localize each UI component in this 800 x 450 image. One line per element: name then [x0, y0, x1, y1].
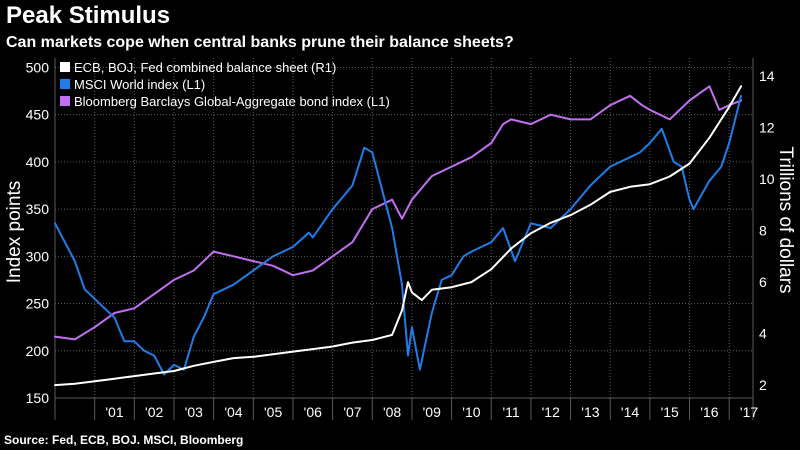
- legend-item-balance-sheet: ECB, BOJ, Fed combined balance sheet (R1…: [74, 60, 336, 75]
- left-tick-label: 300: [26, 248, 50, 264]
- x-tick-label: '06: [304, 404, 322, 420]
- right-tick-label: 8: [759, 223, 767, 239]
- left-tick-label: 400: [26, 154, 50, 170]
- legend-item-msci-world-swatch: [60, 79, 70, 89]
- x-tick-label: '15: [661, 404, 679, 420]
- legend-item-msci-world: MSCI World index (L1): [74, 77, 205, 92]
- right-tick-label: 12: [759, 120, 775, 136]
- left-axis-label: Index points: [4, 181, 25, 283]
- chart-subtitle: Can markets cope when central banks prun…: [6, 34, 514, 51]
- bond-index-line: [54, 85, 743, 341]
- x-tick-label: '12: [542, 404, 560, 420]
- left-tick-label: 450: [26, 107, 50, 123]
- right-tick-label: 6: [759, 274, 767, 290]
- x-tick-label: '17: [740, 404, 758, 420]
- left-tick-label: 150: [26, 390, 50, 406]
- series-lines: [54, 85, 743, 387]
- x-tick-label: '14: [621, 404, 639, 420]
- right-tick-label: 4: [759, 326, 767, 342]
- x-tick-label: '07: [343, 404, 361, 420]
- balance-sheet-line: [54, 85, 743, 387]
- x-tick-label: '16: [700, 404, 718, 420]
- left-tick-label: 500: [26, 59, 50, 75]
- right-axis-ticks: 2 4 6 8 10 12 14: [759, 68, 775, 393]
- right-axis-label: Trillions of dollars: [775, 146, 796, 293]
- chart-title: Peak Stimulus: [6, 2, 171, 29]
- x-tick-label: '09: [423, 404, 441, 420]
- left-tick-label: 200: [26, 343, 50, 359]
- x-tick-label: '04: [224, 404, 242, 420]
- right-tick-label: 14: [759, 68, 775, 84]
- x-tick-label: '10: [462, 404, 480, 420]
- legend: ECB, BOJ, Fed combined balance sheet (R1…: [60, 60, 390, 109]
- msci-world-line: [54, 94, 743, 376]
- x-tick-label: '08: [383, 404, 401, 420]
- x-tick-label: '13: [581, 404, 599, 420]
- left-axis-ticks: 150 200 250 300 350 400 450 500: [26, 59, 50, 406]
- source-note: Source: Fed, ECB, BOJ. MSCI, Bloomberg: [4, 433, 244, 447]
- x-tick-label: '05: [264, 404, 282, 420]
- x-tick-label: '01: [105, 404, 123, 420]
- legend-item-bond-index: Bloomberg Barclays Global-Aggregate bond…: [74, 94, 390, 109]
- left-tick-label: 350: [26, 201, 50, 217]
- right-tick-label: 2: [759, 377, 767, 393]
- x-tick-label: '03: [185, 404, 203, 420]
- legend-item-balance-sheet-swatch: [60, 62, 70, 72]
- left-tick-label: 250: [26, 296, 50, 312]
- x-tick-label: '02: [145, 404, 163, 420]
- x-tick-label: '11: [502, 404, 519, 420]
- x-axis-ticks: '01 '02 '03 '04 '05 '06 '07 '08 '09 '10 '11 '12 '13 '…: [105, 404, 758, 420]
- right-tick-label: 10: [759, 171, 775, 187]
- legend-item-bond-index-swatch: [60, 96, 70, 106]
